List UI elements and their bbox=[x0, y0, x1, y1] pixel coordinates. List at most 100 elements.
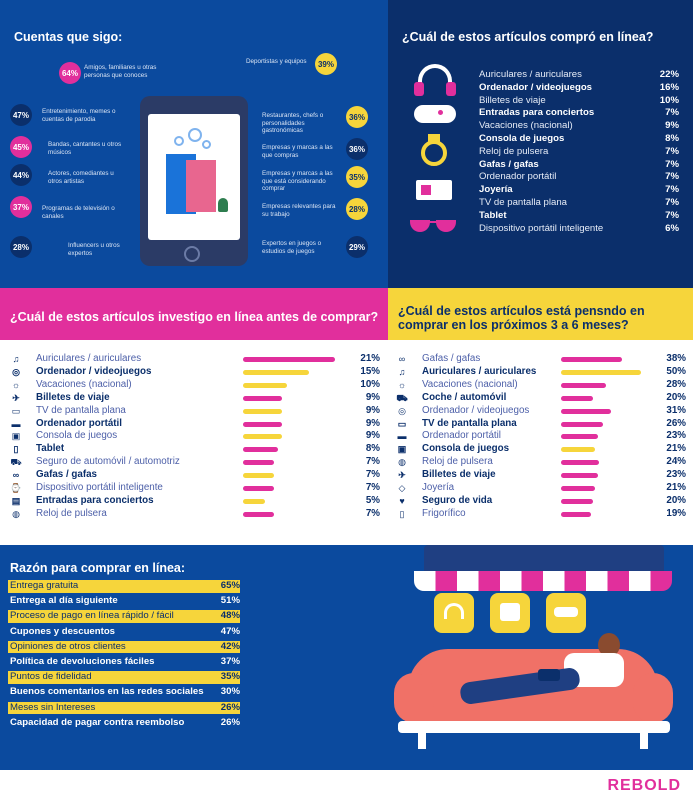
gamepad-icon: ◎ bbox=[398, 405, 406, 416]
reason-row: Proceso de pago en línea rápido / fácil 4… bbox=[8, 610, 240, 623]
research-bar bbox=[243, 395, 283, 401]
console-icon: ▣ bbox=[397, 444, 407, 455]
research-row: ♫ Auriculares / auriculares 21% bbox=[10, 353, 380, 366]
headphones-icon: ♫ bbox=[12, 354, 20, 364]
follow-label: Expertos en juegos o estudios de juegos bbox=[262, 240, 322, 255]
research-pct: 15% bbox=[360, 365, 380, 377]
research-row: ◍ Reloj de pulsera 7% bbox=[10, 508, 380, 521]
follow-title: Cuentas que sigo: bbox=[14, 30, 123, 44]
future-panel: ∞ Gafas / gafas 38% ♫ Auriculares / auricula… bbox=[388, 340, 693, 530]
research-bar bbox=[243, 369, 309, 375]
future-pct: 26% bbox=[666, 417, 686, 429]
future-row: ▬ Ordenador portátil 23% bbox=[396, 430, 687, 443]
future-row: ◎ Ordenador / videojuegos 31% bbox=[396, 405, 686, 418]
bought-pct: 16% bbox=[659, 81, 679, 93]
bought-row: Vacaciones (nacional) 9% bbox=[479, 120, 679, 133]
reason-label: Puntos de fidelidad bbox=[10, 671, 92, 683]
reason-pct: 48% bbox=[220, 610, 240, 622]
future-bar bbox=[561, 395, 593, 401]
ticket-icon: ▤ bbox=[11, 495, 21, 506]
future-label: Consola de juegos bbox=[422, 443, 510, 455]
research-pct: 9% bbox=[365, 430, 380, 442]
bought-pct: 7% bbox=[665, 197, 679, 208]
reason-label: Política de devoluciones fáciles bbox=[10, 656, 155, 667]
future-bar bbox=[561, 447, 595, 453]
bought-label: Tablet bbox=[479, 209, 507, 221]
research-bar bbox=[243, 473, 274, 479]
research-bar bbox=[243, 421, 283, 427]
reason-pct: 26% bbox=[220, 701, 240, 713]
headphones-icon: ♫ bbox=[398, 366, 406, 377]
follow-label: Actores, comediantes u otros artistas bbox=[48, 170, 114, 185]
follow-pct: 29% bbox=[346, 236, 368, 258]
future-pct: 23% bbox=[666, 469, 686, 481]
future-label: Frigorífico bbox=[422, 507, 466, 519]
future-pct: 21% bbox=[666, 482, 686, 493]
laptop-icon: ▬ bbox=[397, 431, 407, 442]
research-label: Auriculares / auriculares bbox=[36, 353, 142, 364]
awning bbox=[414, 571, 672, 591]
future-pct: 23% bbox=[666, 430, 686, 442]
bought-pct: 7% bbox=[665, 184, 679, 196]
research-bar bbox=[243, 460, 274, 466]
reason-row: Opiniones de otros clientes 42% bbox=[8, 640, 240, 654]
bought-pct: 22% bbox=[659, 69, 679, 80]
future-pct: 24% bbox=[666, 456, 686, 468]
bought-row: Ordenador portátil 7% bbox=[479, 171, 679, 184]
research-panel: ♫ Auriculares / auriculares 21% ◎ Ordenador … bbox=[0, 340, 388, 530]
car-icon: ⛟ bbox=[396, 392, 408, 403]
headphones-icon bbox=[418, 64, 452, 92]
bought-row: Tablet 7% bbox=[479, 210, 679, 223]
bought-row: Billetes de viaje 10% bbox=[479, 95, 679, 108]
research-bar bbox=[243, 357, 335, 362]
bought-label: Gafas / gafas bbox=[479, 158, 539, 170]
bought-label: Ordenador portátil bbox=[479, 171, 557, 183]
follow-pct: 28% bbox=[10, 236, 32, 258]
follow-label: Empresas y marcas a las que compras bbox=[262, 144, 333, 159]
research-bar bbox=[243, 486, 274, 491]
research-label: Gafas / gafas bbox=[36, 469, 97, 481]
future-label: Ordenador portátil bbox=[422, 430, 501, 442]
follow-label: Empresas y marcas a las que está conside… bbox=[262, 170, 333, 192]
future-row: ◍ Reloj de pulsera 24% bbox=[396, 456, 686, 469]
research-label: Tablet bbox=[36, 443, 65, 455]
ring-icon bbox=[421, 140, 447, 166]
follow-pct: 39% bbox=[315, 53, 337, 75]
gamepad-icon: ◎ bbox=[12, 366, 20, 377]
bought-row: Joyería 7% bbox=[479, 184, 679, 197]
sun-icon: ☼ bbox=[11, 379, 21, 390]
future-label: Seguro de vida bbox=[422, 494, 493, 506]
future-pct: 20% bbox=[666, 391, 686, 403]
research-pct: 7% bbox=[365, 469, 380, 481]
future-row: ⛟ Coche / automóvil 20% bbox=[396, 392, 686, 405]
plane-icon: ✈ bbox=[398, 470, 406, 481]
research-label: Ordenador / videojuegos bbox=[36, 365, 152, 377]
follow-panel: Cuentas que sigo: 64% Amigos, familiares… bbox=[0, 0, 388, 288]
phone-illustration bbox=[140, 96, 248, 266]
research-pct: 9% bbox=[365, 417, 380, 429]
future-pct: 21% bbox=[666, 443, 686, 455]
future-pct: 20% bbox=[666, 494, 686, 506]
bought-row: Consola de juegos 8% bbox=[479, 133, 679, 146]
bought-pct: 7% bbox=[665, 209, 679, 221]
bought-label: Reloj de pulsera bbox=[479, 145, 549, 157]
car-icon: ⛟ bbox=[10, 457, 22, 468]
reason-row: Puntos de fidelidad 35% bbox=[8, 671, 240, 684]
follow-pct: 35% bbox=[346, 166, 368, 188]
future-label: Billetes de viaje bbox=[422, 469, 496, 481]
research-row: ▬ Ordenador portátil 9% bbox=[10, 417, 381, 431]
bought-label: Vacaciones (nacional) bbox=[479, 120, 573, 132]
future-label: Auriculares / auriculares bbox=[422, 365, 537, 377]
reason-label: Entrega gratuita bbox=[10, 580, 79, 591]
follow-label: Empresas relevantes para su trabajo bbox=[262, 203, 336, 218]
tv-icon: ▭ bbox=[11, 405, 21, 416]
future-row: ▭ TV de pantalla plana 26% bbox=[396, 418, 686, 431]
bought-label: TV de pantalla plana bbox=[479, 197, 568, 208]
reason-pct: 35% bbox=[220, 671, 240, 683]
bought-row: Reloj de pulsera 7% bbox=[479, 146, 679, 159]
bought-pct: 7% bbox=[665, 158, 679, 170]
bought-label: Joyería bbox=[479, 184, 513, 196]
follow-label: Amigos, familiares u otras personas que … bbox=[84, 64, 157, 79]
reason-row: Cupones y descuentos 47% bbox=[8, 626, 240, 639]
reasons-title: Razón para comprar en línea: bbox=[10, 561, 186, 575]
